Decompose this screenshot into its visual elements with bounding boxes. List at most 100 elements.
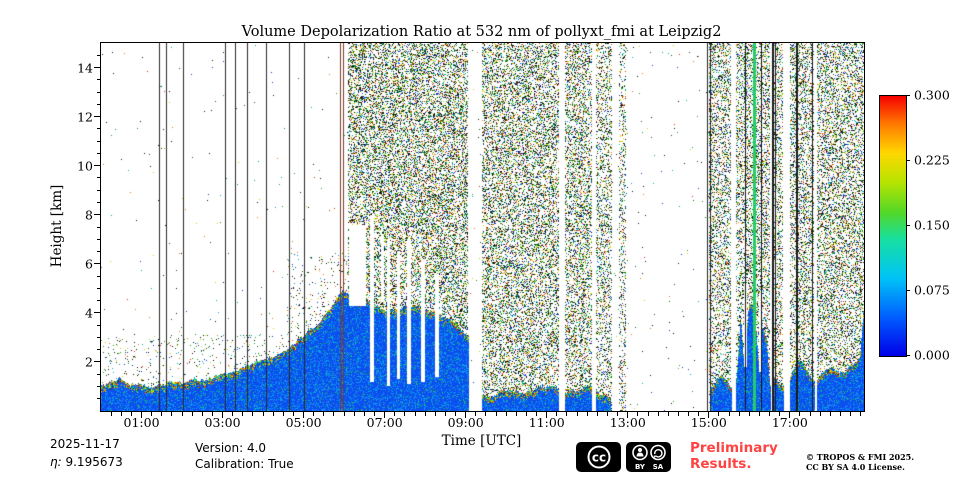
y-tick-label: 14 (77, 60, 93, 76)
x-minor-tick (839, 412, 841, 416)
by-text: BY (634, 463, 645, 471)
colorbar-tick (906, 159, 910, 161)
y-minor-tick (96, 324, 100, 326)
x-minor-tick (424, 412, 426, 416)
calibration-label: Calibration: True (195, 457, 294, 471)
cc-badge: cc (576, 442, 621, 472)
x-minor-tick (536, 412, 538, 416)
y-minor-tick (96, 128, 100, 130)
eta-value: 9.195673 (65, 455, 123, 469)
preliminary-results-note: Preliminary Results. (690, 440, 778, 472)
version-label: Version: 4.0 (195, 441, 267, 455)
y-minor-tick (96, 140, 100, 142)
x-major-tick (384, 412, 386, 418)
x-minor-tick (292, 412, 294, 416)
y-major-tick (94, 361, 100, 363)
x-minor-tick (201, 412, 203, 416)
x-tick-label: 03:00 (204, 415, 241, 430)
x-minor-tick (718, 412, 720, 416)
x-minor-tick (333, 412, 335, 416)
x-tick-label: 09:00 (447, 415, 484, 430)
x-tick-label: 05:00 (285, 415, 322, 430)
x-minor-tick (485, 412, 487, 416)
x-minor-tick (252, 412, 254, 416)
x-minor-tick (130, 412, 132, 416)
cc-icon: cc (587, 445, 610, 469)
colorbar-tick-label: 0.150 (914, 217, 950, 233)
colorbar-tick (906, 224, 910, 226)
by-sa-badge: BY SA (626, 442, 671, 472)
x-minor-tick (576, 412, 578, 416)
x-major-tick (708, 412, 710, 418)
colorbar-tick (906, 94, 910, 96)
x-minor-tick (444, 412, 446, 416)
x-minor-tick (414, 412, 416, 416)
x-minor-tick (404, 412, 406, 416)
x-minor-tick (809, 412, 811, 416)
x-tick-label: 11:00 (528, 415, 565, 430)
x-minor-tick (495, 412, 497, 416)
y-minor-tick (96, 91, 100, 93)
y-minor-tick (96, 287, 100, 289)
y-axis-label: Height [km] (49, 184, 65, 268)
x-major-tick (789, 412, 791, 418)
x-minor-tick (343, 412, 345, 416)
y-major-tick (94, 214, 100, 216)
y-minor-tick (96, 300, 100, 302)
x-minor-tick (181, 412, 183, 416)
heatmap-canvas (101, 43, 864, 411)
x-minor-tick (475, 412, 477, 416)
cc-license-badges: cc BY SA (576, 442, 671, 472)
x-minor-tick (363, 412, 365, 416)
x-minor-tick (515, 412, 517, 416)
y-tick-label: 4 (85, 305, 93, 321)
x-minor-tick (232, 412, 234, 416)
person-icon (637, 448, 642, 452)
y-major-tick (94, 263, 100, 265)
copyright-line2: CC BY SA 4.0 License. (806, 462, 905, 472)
colorbar (879, 95, 907, 357)
x-major-tick (465, 412, 467, 418)
eta-label: η: 9.195673 (50, 455, 123, 469)
preliminary-line2: Results. (690, 456, 752, 472)
preliminary-line1: Preliminary (690, 440, 778, 456)
y-minor-tick (96, 251, 100, 253)
x-major-tick (627, 412, 629, 418)
colorbar-tick-label: 0.000 (914, 347, 950, 363)
x-axis-label: Time [UTC] (441, 433, 522, 449)
copyright-line1: © TROPOS & FMI 2025. (806, 452, 915, 462)
colorbar-tick-label: 0.225 (914, 152, 950, 168)
colorbar-tick-label: 0.300 (914, 87, 950, 103)
x-minor-tick (748, 412, 750, 416)
y-minor-tick (96, 103, 100, 105)
x-minor-tick (434, 412, 436, 416)
y-minor-tick (96, 54, 100, 56)
y-minor-tick (96, 226, 100, 228)
colorbar-tick-label: 0.075 (914, 282, 950, 298)
y-minor-tick (96, 275, 100, 277)
x-minor-tick (191, 412, 193, 416)
chart-title: Volume Depolarization Ratio at 532 nm of… (241, 24, 722, 40)
x-minor-tick (455, 412, 457, 416)
x-tick-label: 17:00 (771, 415, 808, 430)
x-tick-label: 13:00 (609, 415, 646, 430)
colorbar-tick (906, 289, 910, 291)
x-minor-tick (151, 412, 153, 416)
x-major-tick (303, 412, 305, 418)
x-tick-label: 07:00 (366, 415, 403, 430)
y-minor-tick (96, 79, 100, 81)
x-minor-tick (688, 412, 690, 416)
y-minor-tick (96, 385, 100, 387)
y-major-tick (94, 116, 100, 118)
x-minor-tick (394, 412, 396, 416)
colorbar-tick (906, 354, 910, 356)
x-major-tick (141, 412, 143, 418)
y-tick-label: 6 (85, 256, 93, 272)
x-minor-tick (120, 412, 122, 416)
x-minor-tick (110, 412, 112, 416)
x-minor-tick (323, 412, 325, 416)
x-minor-tick (607, 412, 608, 416)
x-minor-tick (525, 412, 527, 416)
y-major-tick (94, 165, 100, 167)
x-minor-tick (698, 412, 700, 416)
